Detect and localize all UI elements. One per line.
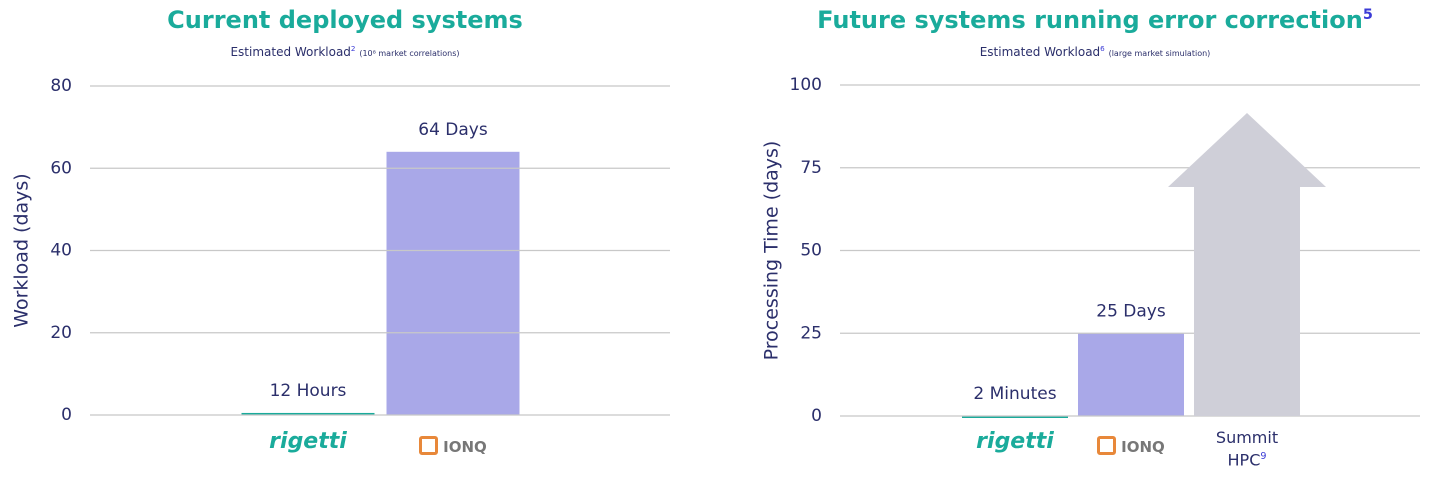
subtitle-superscript: 2: [350, 44, 356, 53]
value-label: 12 Hours: [270, 381, 347, 401]
x-tick-label: IONQ: [1076, 436, 1186, 457]
y-axis-label: Processing Time (days): [761, 141, 783, 361]
y-tick-label: 100: [790, 75, 822, 95]
subtitle-text: Estimated Workload: [979, 45, 1101, 59]
category-text: IONQ: [443, 438, 487, 456]
value-label: 2 Minutes: [973, 384, 1056, 404]
title-text: Future systems running error correction: [817, 6, 1363, 34]
y-tick-label: 50: [800, 241, 822, 261]
category-text: rigetti: [269, 429, 347, 454]
value-label: 25 Days: [1096, 301, 1166, 321]
x-tick-label: rigetti: [960, 429, 1070, 454]
x-tick-label: Summit HPC9: [1192, 428, 1302, 469]
chart-title: Current deployed systems: [0, 6, 695, 34]
title-superscript: 5: [1362, 7, 1373, 23]
x-tick-label: rigetti: [253, 429, 363, 454]
category-text: Summit HPC: [1215, 428, 1279, 470]
y-tick-label: 25: [800, 323, 822, 343]
subtitle-note: (large market simulation): [1108, 49, 1211, 58]
y-tick-label: 75: [800, 158, 822, 178]
subtitle-text: Estimated Workload: [230, 45, 351, 59]
y-tick-label: 40: [50, 241, 72, 261]
y-tick-label: 0: [61, 405, 72, 425]
bar: [241, 412, 375, 415]
y-tick-label: 80: [50, 76, 72, 96]
chart-subtitle: Estimated Workload6 (large market simula…: [745, 44, 1441, 59]
summit-arrow: [1168, 113, 1326, 416]
title-text: Current deployed systems: [167, 6, 523, 34]
y-axis-label: Workload (days): [11, 173, 33, 327]
subtitle-note: (10⁸ market correlations): [359, 49, 460, 58]
bar: [1078, 333, 1184, 416]
y-tick-label: 60: [50, 158, 72, 178]
category-text: rigetti: [976, 429, 1054, 454]
chart-title: Future systems running error correction5: [745, 6, 1441, 34]
category-superscript: 9: [1260, 451, 1267, 462]
bar: [386, 151, 520, 416]
bar: [962, 415, 1068, 418]
y-tick-label: 20: [50, 323, 72, 343]
y-tick-label: 0: [811, 406, 822, 426]
chart-subtitle: Estimated Workload2 (10⁸ market correlat…: [0, 44, 695, 59]
category-text: IONQ: [1121, 438, 1165, 456]
subtitle-superscript: 6: [1100, 44, 1105, 53]
value-label: 64 Days: [418, 120, 488, 140]
x-tick-label: IONQ: [398, 436, 508, 457]
